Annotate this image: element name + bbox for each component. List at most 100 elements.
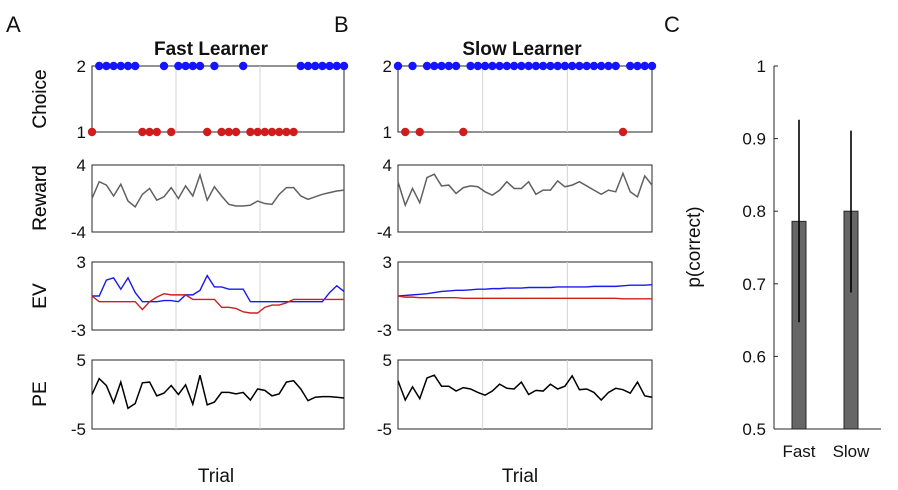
choice-point-b-0-12 [480, 61, 490, 71]
ev-line-b-2-0 [397, 283, 653, 297]
choice-point-b-0-7 [444, 61, 453, 71]
reward-line-b-1 [397, 171, 653, 208]
fast-learner-title: Fast Learner [154, 39, 269, 60]
y-tick-label-a-1-1: -4 [71, 223, 86, 242]
y-axis-label-a-3: PE [30, 381, 51, 406]
bar-category-label-slow: Slow [833, 442, 871, 461]
choice-point-b-0-5 [430, 61, 439, 71]
choice-point-a-0-19 [224, 127, 233, 137]
panel-letter-a: A [6, 12, 21, 37]
choice-point-b-0-15 [502, 61, 512, 71]
pe-line-b-3 [397, 374, 653, 402]
choice-point-b-0-0 [393, 61, 403, 71]
y-tick-label-b-2-0: 3 [383, 253, 392, 272]
choice-point-b-0-19 [531, 61, 541, 71]
choice-point-a-0-11 [167, 127, 176, 137]
y-tick-label-a-1-0: 4 [77, 156, 86, 175]
choice-point-b-0-28 [597, 61, 606, 71]
choice-point-b-0-35 [647, 61, 657, 71]
choice-point-a-0-10 [159, 61, 169, 71]
choice-point-b-0-22 [553, 61, 562, 71]
bar-y-tick-label-1: 0.9 [742, 130, 766, 149]
x-axis-label-a: Trial [198, 466, 234, 487]
x-axis-label-b: Trial [502, 466, 538, 487]
plot-area-a-1 [91, 164, 345, 233]
choice-point-b-0-10 [466, 61, 475, 71]
choice-point-a-0-25 [267, 127, 277, 137]
y-tick-label-a-3-0: 5 [77, 351, 86, 370]
choice-point-a-0-21 [239, 61, 248, 71]
choice-point-a-0-22 [246, 127, 255, 137]
choice-point-b-0-23 [560, 61, 570, 71]
y-axis-label-a-1: Reward [30, 165, 51, 230]
choice-point-b-0-9 [459, 127, 468, 137]
choice-point-a-0-1 [95, 61, 104, 71]
y-tick-label-a-2-1: -3 [71, 321, 86, 340]
choice-point-a-0-18 [217, 127, 226, 137]
choice-point-a-0-20 [231, 127, 241, 137]
choice-point-a-0-29 [296, 61, 305, 71]
plot-area-a-0 [91, 65, 345, 133]
choice-point-b-0-21 [546, 61, 555, 71]
panel-letter-c: C [664, 12, 680, 37]
choice-point-b-0-3 [415, 127, 424, 137]
ev-line-a-2-0 [92, 274, 345, 303]
choice-point-b-0-31 [618, 127, 628, 137]
choice-point-a-0-7 [138, 127, 147, 137]
choice-point-a-0-30 [303, 61, 313, 71]
choice-point-b-0-2 [408, 61, 417, 71]
choice-point-a-0-8 [145, 127, 154, 137]
y-tick-label-b-1-1: -4 [377, 223, 392, 242]
choice-point-b-0-17 [517, 61, 526, 71]
bar-y-axis-label: p(correct) [684, 206, 705, 287]
choice-point-b-0-6 [437, 61, 446, 71]
plot-area-a-2 [91, 261, 345, 331]
choice-point-a-0-23 [253, 127, 262, 137]
choice-point-a-0-3 [109, 61, 118, 71]
choice-point-a-0-4 [116, 61, 126, 71]
choice-point-a-0-16 [203, 127, 212, 137]
y-axis-label-a-2: EV [30, 283, 51, 309]
y-tick-label-a-0-0: 2 [77, 57, 86, 76]
choice-point-a-0-6 [131, 61, 140, 71]
choice-point-b-0-33 [633, 61, 642, 71]
y-tick-label-b-1-0: 4 [383, 156, 392, 175]
y-axis-label-a-0: Choice [30, 69, 51, 128]
choice-point-a-0-27 [282, 127, 291, 137]
choice-point-a-0-26 [275, 127, 284, 137]
choice-point-a-0-31 [311, 61, 320, 71]
choice-point-a-0-13 [181, 61, 190, 71]
y-tick-label-b-2-1: -3 [377, 321, 392, 340]
choice-point-b-0-30 [611, 61, 620, 71]
y-tick-label-a-0-1: 1 [77, 123, 86, 142]
choice-point-b-0-26 [582, 61, 591, 71]
choice-point-b-0-27 [589, 61, 599, 71]
choice-point-a-0-35 [339, 61, 349, 71]
y-tick-label-b-3-1: -5 [377, 420, 392, 439]
plot-area-b-1 [397, 164, 653, 233]
y-tick-label-a-3-1: -5 [71, 420, 86, 439]
choice-point-a-0-17 [210, 61, 219, 71]
choice-point-b-0-32 [626, 61, 635, 71]
choice-point-a-0-33 [325, 61, 334, 71]
choice-point-a-0-5 [123, 61, 133, 71]
bar-category-label-fast: Fast [782, 442, 815, 461]
choice-point-b-0-16 [509, 61, 519, 71]
y-axis-label-b-3: PE [30, 381, 51, 406]
y-tick-label-b-0-1: 1 [383, 123, 392, 142]
choice-point-a-0-28 [289, 127, 298, 137]
panel-letter-b: B [334, 12, 349, 37]
plot-area-b-2 [397, 261, 653, 331]
slow-learner-title: Slow Learner [462, 39, 582, 60]
choice-point-a-0-15 [195, 61, 205, 71]
choice-point-b-0-34 [640, 61, 649, 71]
choice-point-b-0-24 [567, 61, 577, 71]
y-axis-label-b-2: EV [30, 283, 51, 309]
choice-point-a-0-34 [332, 61, 341, 71]
ev-line-b-2-1 [397, 295, 652, 300]
choice-point-a-0-12 [174, 61, 183, 71]
plot-area-b-3 [397, 359, 653, 430]
choice-point-b-0-8 [451, 61, 461, 71]
choice-point-b-0-13 [488, 61, 497, 71]
